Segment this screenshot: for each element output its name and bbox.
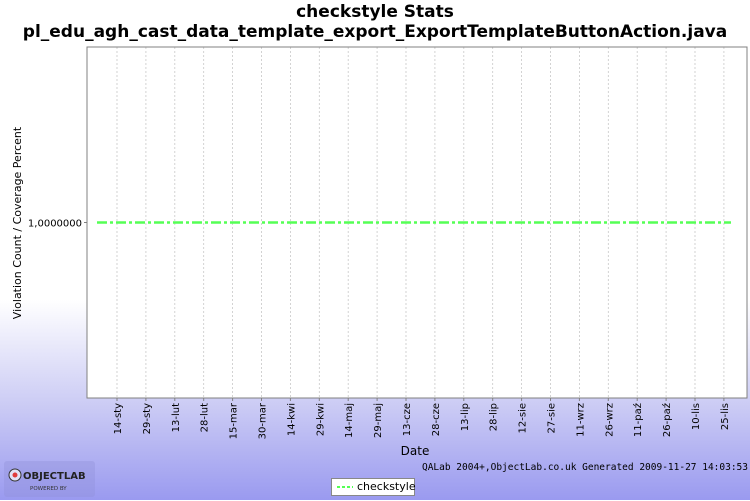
x-tick-label: 28-lip [489, 403, 500, 431]
x-tick-label: 13-lut [171, 403, 182, 432]
x-tick-label: 11-paź [632, 403, 644, 437]
legend: checkstyle [331, 478, 416, 496]
legend-label: checkstyle [357, 480, 416, 493]
x-tick-label: 26-wrz [604, 403, 615, 437]
x-tick-label: 14-maj [344, 403, 355, 438]
x-tick-label: 14-kwi [286, 403, 297, 436]
x-tick-label: 13-cze [402, 403, 413, 436]
y-tick-label: 1,0000000 [28, 219, 82, 230]
x-tick-label: 15-mar [229, 402, 240, 439]
x-tick-label: 28-lut [200, 403, 211, 432]
y-axis-label: Violation Count / Coverage Percent [11, 126, 24, 319]
x-tick-label: 26-paź [661, 403, 673, 437]
x-tick-label: 29-maj [373, 403, 384, 438]
x-tick-label: 10-lis [691, 403, 702, 430]
x-tick-label: 12-sie [518, 403, 529, 433]
x-tick-label: 25-lis [720, 403, 731, 430]
title-line-1: checkstyle Stats [296, 2, 454, 22]
chart-title: checkstyle Stats pl_edu_agh_cast_data_te… [0, 2, 750, 42]
logo-text: OBJECTLAB [23, 471, 86, 482]
legend-swatch [337, 486, 353, 488]
x-tick-label: 30-mar [258, 402, 269, 439]
x-tick-label: 14-sty [113, 403, 124, 434]
x-axis-label: Date [401, 444, 430, 458]
logo-graphic: OBJECTLAB POWERED BY [4, 461, 95, 497]
x-tick-label: 27-sie [547, 403, 558, 433]
logo-subtext: POWERED BY [30, 486, 67, 492]
x-tick-label: 29-sty [142, 403, 153, 434]
x-tick-label: 29-kwi [315, 403, 326, 436]
title-line-2: pl_edu_agh_cast_data_template_export_Exp… [22, 22, 728, 42]
objectlab-logo: OBJECTLAB POWERED BY [4, 461, 95, 497]
x-tick-label: 11-wrz [575, 403, 586, 437]
generated-timestamp: QALab 2004+,ObjectLab.co.uk Generated 20… [421, 462, 748, 473]
x-tick-label: 28-cze [431, 403, 442, 436]
x-tick-label: 13-lip [460, 403, 471, 431]
